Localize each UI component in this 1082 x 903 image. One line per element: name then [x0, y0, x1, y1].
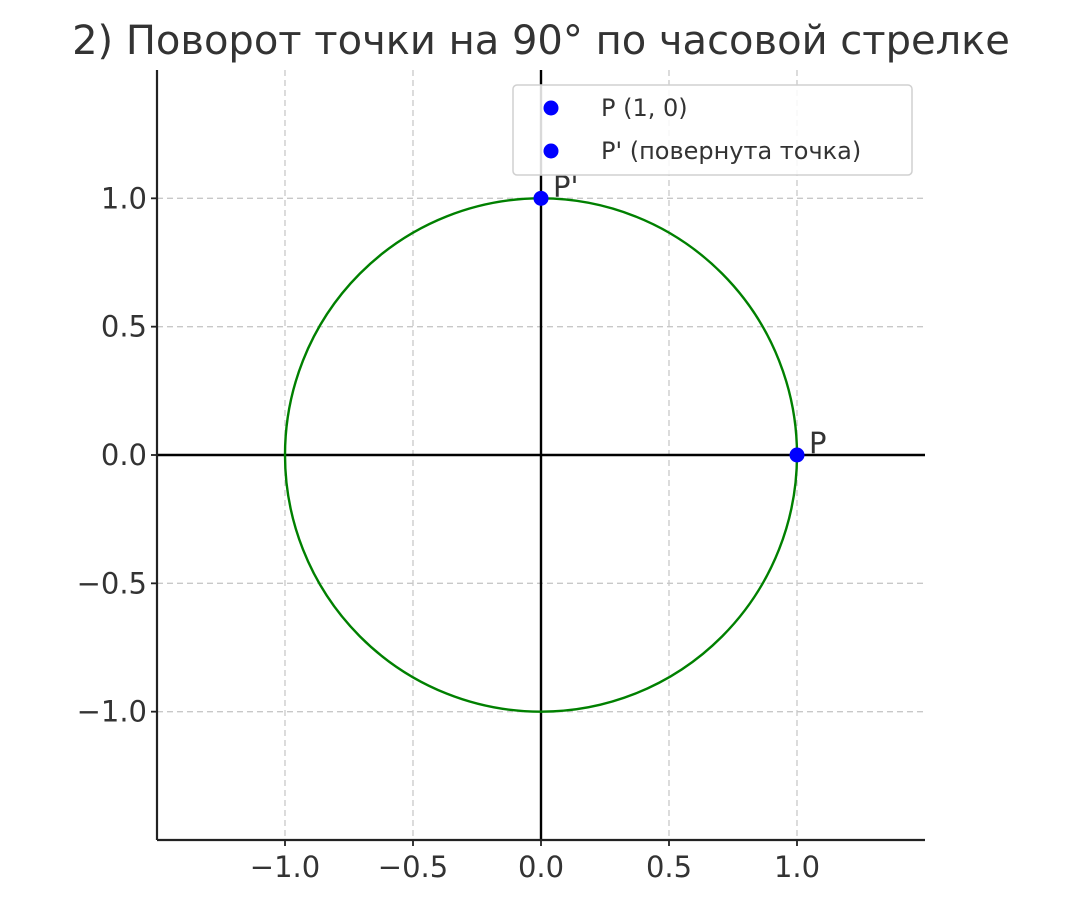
- x-tick-label: 0.0: [518, 850, 564, 884]
- legend-entry: P' (повернута точка): [601, 137, 861, 165]
- data-point: [533, 190, 549, 206]
- x-tick-label: 1.0: [774, 850, 820, 884]
- points: PP': [533, 169, 827, 463]
- legend-entry: P (1, 0): [601, 94, 688, 122]
- chart-title: 2) Поворот точки на 90° по часовой стрел…: [72, 18, 1010, 64]
- data-point: [789, 447, 805, 463]
- legend: P (1, 0) P' (повернута точка): [512, 84, 913, 176]
- point-label: P: [809, 426, 827, 460]
- y-tick-label: −1.0: [77, 695, 147, 729]
- ticks: −1.0 −0.5 0.0 0.5 1.0 −1.0 −0.5 0.0 0.5 1.0: [77, 181, 820, 884]
- legend-marker: [543, 100, 559, 116]
- y-tick-label: 0.0: [101, 438, 147, 472]
- legend-box: [512, 84, 913, 176]
- x-tick-label: 0.5: [646, 850, 692, 884]
- x-tick-label: −0.5: [378, 850, 448, 884]
- y-tick-label: 1.0: [101, 181, 147, 215]
- y-tick-label: 0.5: [101, 310, 147, 344]
- legend-marker: [543, 143, 559, 159]
- y-tick-label: −0.5: [77, 566, 147, 600]
- x-tick-label: −1.0: [250, 850, 320, 884]
